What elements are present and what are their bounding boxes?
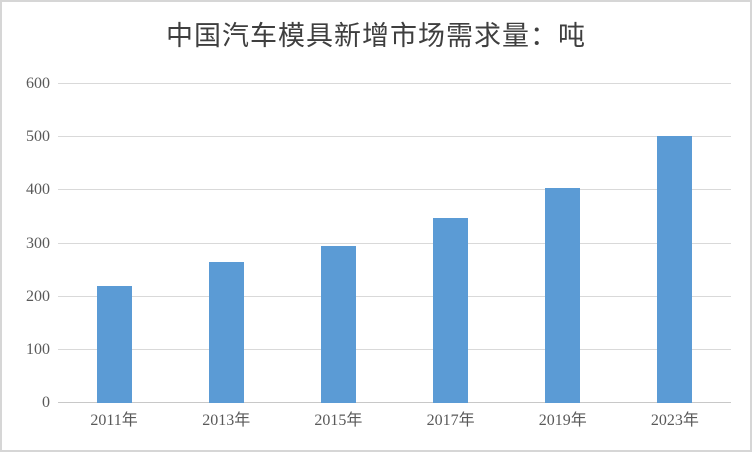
y-tick-label: 400	[26, 181, 50, 199]
plot-area	[58, 83, 731, 403]
y-tick-label: 600	[26, 75, 50, 92]
bar-2017年	[433, 217, 469, 403]
gridline	[58, 83, 731, 84]
gridline	[58, 136, 731, 138]
gridline	[58, 242, 731, 244]
bar-2019年	[545, 187, 581, 403]
x-tick-label: 2019年	[538, 412, 587, 429]
x-tick-label: 2015年	[314, 412, 363, 429]
y-tick-label: 500	[26, 128, 50, 146]
bar-2015年	[320, 246, 356, 403]
gridline	[58, 189, 731, 191]
y-tick-label: 100	[26, 340, 50, 358]
bar-2013年	[208, 262, 244, 403]
bar-2023年	[657, 136, 693, 403]
x-tick-label: 2023年	[650, 412, 699, 429]
chart-title: 中国汽车模具新增市场需求量：吨	[166, 21, 586, 51]
gridline	[58, 295, 731, 297]
x-tick-label: 2011年	[90, 412, 138, 429]
x-axis-line	[58, 402, 731, 403]
y-tick-label: 0	[42, 394, 50, 411]
gridline	[58, 348, 731, 350]
y-tick-label: 300	[26, 234, 50, 252]
y-tick-label: 200	[26, 287, 50, 305]
x-tick-label: 2017年	[426, 412, 475, 429]
bar-2011年	[96, 286, 132, 403]
x-tick-label: 2013年	[202, 412, 251, 429]
